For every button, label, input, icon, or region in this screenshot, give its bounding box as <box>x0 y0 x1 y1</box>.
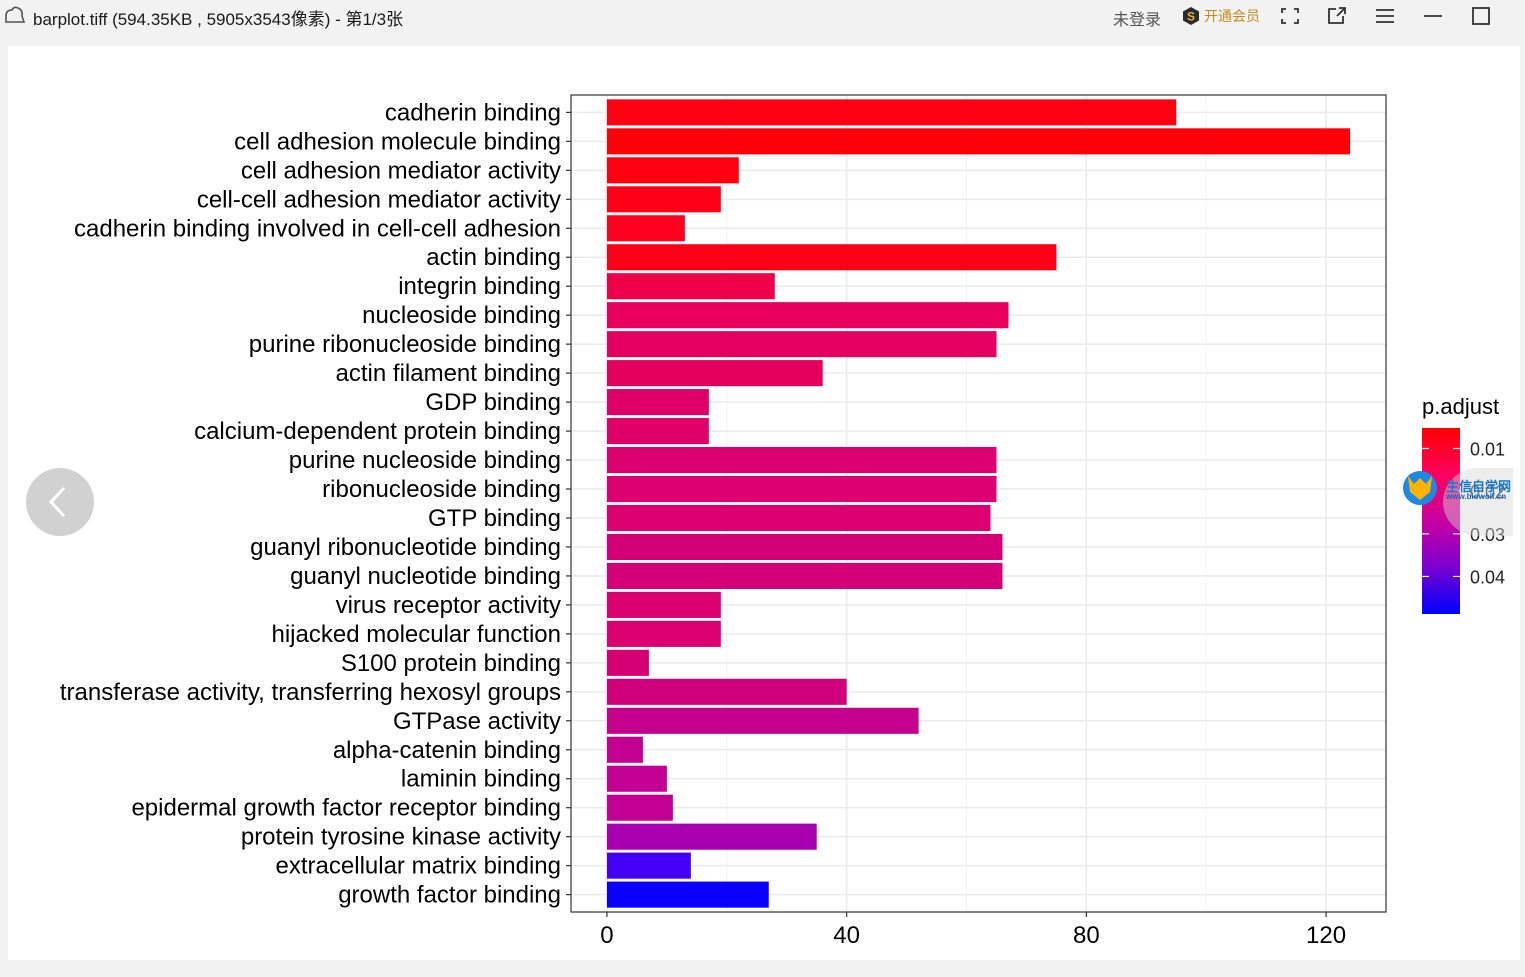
y-tick-label: virus receptor activity <box>336 592 561 619</box>
legend-colorbar <box>1422 428 1460 614</box>
watermark-url: www.biowolf.cn <box>1446 492 1507 501</box>
y-tick-label: actin filament binding <box>336 360 561 387</box>
vip-coin-icon: S <box>1183 7 1199 25</box>
share-icon[interactable] <box>1324 4 1350 28</box>
y-tick-label: laminin binding <box>401 766 561 793</box>
bar <box>606 128 1351 155</box>
maximize-icon[interactable] <box>1468 4 1494 28</box>
bar <box>606 244 1057 271</box>
title-bar: barplot.tiff (594.35KB , 5905x3543像素) - … <box>0 0 1525 32</box>
y-tick-label: GTP binding <box>428 505 561 532</box>
y-tick-label: cell-cell adhesion mediator activity <box>197 186 561 213</box>
y-tick-label: GDP binding <box>425 389 561 416</box>
bar <box>606 620 721 647</box>
bar <box>606 649 649 676</box>
minimize-icon[interactable] <box>1420 4 1446 28</box>
y-tick-label: GTPase activity <box>393 708 561 735</box>
bar <box>606 331 997 358</box>
bar <box>606 678 847 705</box>
bar <box>606 215 685 242</box>
bar <box>606 533 1003 560</box>
y-tick-label: protein tyrosine kinase activity <box>241 824 561 851</box>
next-image-button[interactable] <box>1443 468 1513 536</box>
x-tick-label: 40 <box>833 922 860 949</box>
plot-panel <box>571 95 1386 912</box>
legend-tick-label: 0.04 <box>1470 567 1505 587</box>
y-tick-label: growth factor binding <box>338 882 561 909</box>
y-tick-label: transferase activity, transferring hexos… <box>60 679 561 706</box>
y-tick-label: cadherin binding <box>385 99 561 126</box>
y-tick-label: nucleoside binding <box>362 302 561 329</box>
y-tick-label: guanyl nucleotide binding <box>290 563 561 590</box>
x-tick-label: 0 <box>600 922 613 949</box>
bar <box>606 157 739 184</box>
watermark-text: 生信自学网 <box>1446 479 1512 494</box>
bar <box>606 794 673 821</box>
y-tick-label: extracellular matrix binding <box>276 853 561 880</box>
y-tick-label: alpha-catenin binding <box>333 737 561 764</box>
y-tick-label: purine ribonucleoside binding <box>249 331 561 358</box>
legend-tick-label: 0.02 <box>1470 482 1505 502</box>
bar <box>606 418 709 445</box>
bar <box>606 389 709 416</box>
legend-title: p.adjust <box>1422 394 1499 419</box>
bar <box>606 736 643 763</box>
y-tick-label: hijacked molecular function <box>272 621 562 648</box>
y-tick-label: S100 protein binding <box>341 650 561 677</box>
x-tick-label: 80 <box>1073 922 1100 949</box>
y-tick-label: epidermal growth factor receptor binding <box>131 795 561 822</box>
bar <box>606 504 991 532</box>
prev-image-button[interactable] <box>26 468 94 536</box>
window-title: barplot.tiff (594.35KB , 5905x3543像素) - … <box>33 10 404 29</box>
y-tick-label: integrin binding <box>398 273 561 300</box>
cloud-icon <box>5 6 26 23</box>
bar <box>606 562 1003 589</box>
bar <box>606 881 769 908</box>
y-tick-label: actin binding <box>426 244 561 271</box>
image-viewer: cadherin binding cell adhesion molecule b… <box>8 46 1520 960</box>
bar <box>606 447 997 474</box>
fullscreen-icon[interactable] <box>1277 4 1303 28</box>
bar <box>606 273 775 300</box>
menu-icon[interactable] <box>1372 4 1398 28</box>
vip-button[interactable]: S 开通会员 <box>1181 3 1266 29</box>
y-tick-label: purine nucleoside binding <box>289 447 561 474</box>
y-tick-label: cell adhesion molecule binding <box>234 128 561 155</box>
y-tick-label: cell adhesion mediator activity <box>241 157 561 184</box>
bar <box>606 360 823 387</box>
x-tick-label: 120 <box>1306 922 1346 949</box>
y-tick-label: cadherin binding involved in cell-cell a… <box>74 215 561 242</box>
bar <box>606 302 1009 329</box>
bar <box>606 707 919 734</box>
svg-text:S: S <box>1187 10 1195 24</box>
bar <box>606 99 1177 126</box>
bar <box>606 475 997 503</box>
y-tick-label: calcium-dependent protein binding <box>194 418 561 445</box>
login-link[interactable]: 未登录 <box>1113 12 1162 29</box>
legend-tick-label: 0.03 <box>1470 525 1505 545</box>
bar <box>606 591 721 618</box>
vip-label: 开通会员 <box>1204 8 1260 24</box>
bar <box>606 823 817 850</box>
bar <box>606 765 667 792</box>
bar <box>606 186 721 213</box>
legend-tick-label: 0.01 <box>1470 439 1505 459</box>
bar <box>606 852 691 879</box>
y-tick-label: guanyl ribonucleotide binding <box>250 534 561 561</box>
y-tick-label: ribonucleoside binding <box>322 476 561 503</box>
plot-border <box>570 94 1387 913</box>
chevron-left-icon <box>48 486 66 518</box>
